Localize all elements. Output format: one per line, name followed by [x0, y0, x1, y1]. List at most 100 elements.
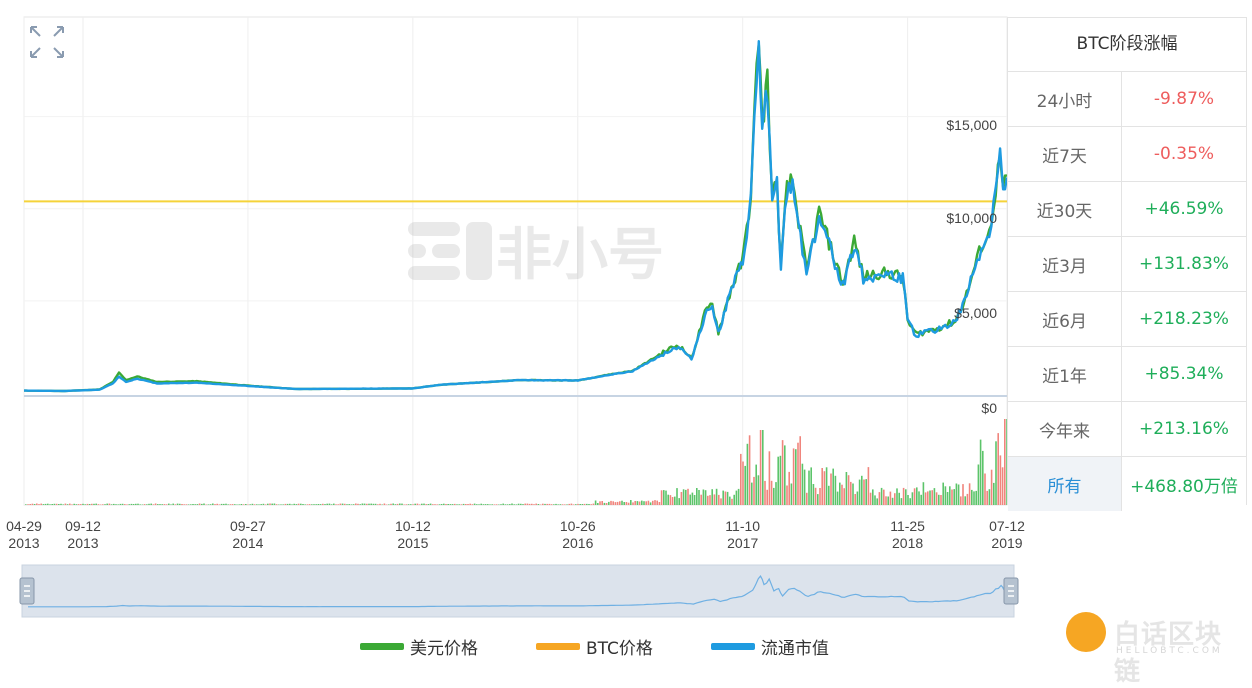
gain-row[interactable]: 今年来 +213.16% — [1008, 402, 1246, 457]
volume-bar — [874, 495, 876, 505]
volume-bar — [271, 503, 273, 505]
legend-label: 美元价格 — [410, 639, 478, 659]
volume-bar — [711, 489, 713, 505]
volume-bar — [680, 492, 683, 505]
gain-row[interactable]: 24小时 -9.87% — [1008, 72, 1246, 127]
volume-bar — [363, 503, 366, 505]
volume-bar — [436, 504, 438, 505]
volume-bar — [845, 472, 848, 505]
volume-bar — [977, 464, 980, 505]
volume-bar — [696, 488, 698, 505]
gain-row[interactable]: 近3月 +131.83% — [1008, 237, 1246, 292]
volume-bar — [817, 494, 819, 505]
volume-bar — [746, 443, 749, 505]
volume-bar — [632, 502, 634, 505]
series-line-0 — [24, 42, 1007, 393]
volume-bar — [258, 504, 260, 505]
volume-bar — [280, 504, 282, 505]
volume-bar — [225, 503, 227, 505]
legend-item[interactable]: BTC价格 — [536, 634, 653, 659]
y-tick-label: $5,000 — [954, 305, 997, 321]
volume-bar — [792, 448, 795, 505]
volume-bar — [674, 496, 676, 505]
volume-bar — [603, 502, 606, 505]
volume-bar — [361, 503, 364, 505]
volume-bar — [869, 492, 872, 505]
volume-bar — [865, 479, 867, 505]
volume-bar — [828, 485, 830, 505]
legend-item[interactable]: 美元价格 — [360, 634, 478, 659]
volume-bar — [883, 489, 885, 505]
legend-label: 流通市值 — [760, 639, 829, 659]
volume-bar — [773, 487, 775, 505]
volume-bar — [25, 504, 27, 505]
gain-row[interactable]: 近1年 +85.34% — [1008, 347, 1246, 402]
volume-bar — [465, 504, 467, 505]
volume-bar — [911, 492, 914, 505]
volume-bar — [220, 503, 223, 505]
volume-bar — [814, 487, 817, 505]
volume-bar — [953, 489, 955, 505]
gain-row[interactable]: 近7天 -0.35% — [1008, 127, 1246, 182]
volume-bar — [566, 504, 568, 505]
volume-bar — [27, 504, 29, 505]
volume-bar — [36, 503, 38, 505]
volume-bar — [187, 504, 190, 505]
volume-bar — [671, 497, 674, 505]
volume-bar — [581, 504, 584, 505]
series-line-1 — [24, 40, 1009, 393]
volume-bar — [916, 487, 918, 505]
volume-bar — [973, 491, 975, 505]
expand-icon[interactable] — [28, 24, 66, 60]
volume-bar — [313, 504, 315, 505]
volume-bar — [97, 504, 100, 505]
volume-bar — [982, 450, 984, 505]
volume-bar — [839, 482, 841, 505]
volume-bar — [940, 495, 942, 505]
volume-bar — [812, 484, 815, 505]
volume-bar — [524, 503, 526, 505]
volume-bar — [124, 504, 126, 505]
volume-bar — [852, 483, 854, 505]
volume-bar — [537, 504, 540, 505]
volume-bar — [751, 482, 753, 505]
volume-bar — [388, 504, 390, 505]
volume-bar — [647, 500, 650, 505]
volume-bar — [643, 501, 645, 505]
navigator-handle-right[interactable] — [1003, 577, 1019, 605]
volume-bar — [137, 503, 139, 505]
gain-row-value: +468.80万倍 — [1122, 457, 1246, 511]
volume-bar — [194, 504, 196, 505]
volume-bar — [520, 503, 522, 505]
volume-bar — [636, 501, 639, 505]
volume-bar — [784, 445, 786, 505]
volume-bar — [302, 504, 304, 505]
volume-bar — [130, 503, 133, 505]
gain-row[interactable]: 近30天 +46.59% — [1008, 182, 1246, 237]
range-navigator[interactable] — [19, 564, 1019, 618]
gain-row[interactable]: 近6月 +218.23% — [1008, 292, 1246, 347]
volume-bar — [392, 503, 394, 505]
logo-mark-icon — [1066, 612, 1106, 652]
volume-bar — [990, 469, 993, 505]
volume-bar — [858, 479, 861, 505]
gain-row-label: 所有 — [1008, 457, 1122, 511]
gain-row-label: 近1年 — [1008, 347, 1122, 401]
volume-bar — [291, 504, 293, 505]
legend-item[interactable]: 流通市值 — [710, 634, 829, 659]
volume-bar — [715, 488, 718, 505]
x-axis: 04-29201309-12201309-27201410-12201510-2… — [6, 518, 1025, 551]
volume-bar — [170, 504, 172, 505]
volume-bar — [183, 504, 185, 505]
volume-bar — [473, 503, 476, 505]
gain-row[interactable]: 所有 +468.80万倍 — [1008, 457, 1246, 511]
volume-bar — [165, 504, 168, 505]
volume-bar — [407, 504, 410, 505]
chart-area: 非小号 04-29201309-12201309-27201410-122015… — [6, 16, 1025, 618]
x-tick-label: 10-12 — [395, 518, 431, 534]
volume-bar — [231, 504, 234, 505]
navigator-handle-left[interactable] — [19, 577, 35, 605]
volume-bar — [410, 504, 412, 505]
volume-bar — [515, 504, 518, 505]
volume-bar — [207, 504, 210, 505]
